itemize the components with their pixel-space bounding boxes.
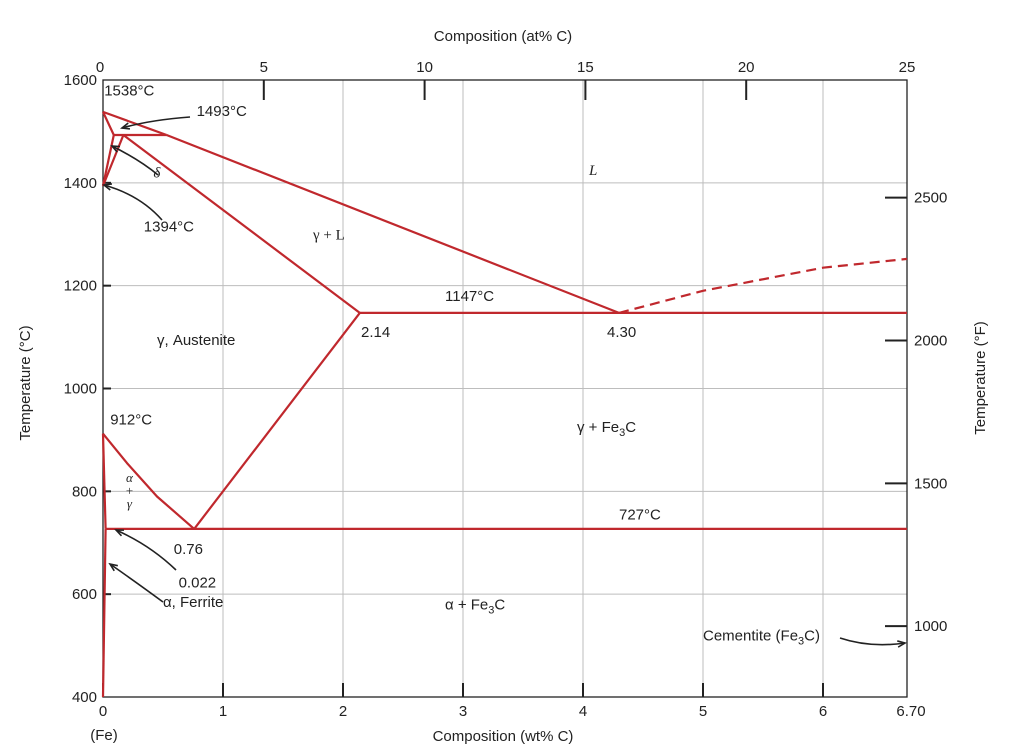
label-liquid: L: [588, 163, 597, 179]
label-t912: 912°C: [110, 411, 152, 428]
arrow-head: [108, 562, 118, 572]
x2-tick-label: 5: [260, 59, 268, 76]
label-austenite: γ, Austenite: [157, 332, 235, 349]
x-tick-label: 5: [699, 703, 707, 720]
label-c076: 0.76: [174, 541, 203, 558]
x2-tick-label: 20: [738, 59, 755, 76]
arrow-head: [102, 183, 113, 191]
leader-arrow: [103, 184, 163, 221]
arrow-head: [120, 122, 131, 130]
phase-line-liquidus-cementite: [618, 257, 908, 314]
phase-line-liquidus-delta: [102, 110, 167, 137]
phase-line-austenite-solidus: [122, 134, 361, 314]
y-tick-label: 1000: [64, 381, 97, 398]
label-t1394: 1394°C: [144, 219, 194, 236]
arrow-head: [897, 640, 908, 648]
label-cementite: Cementite (Fe3C): [703, 627, 820, 647]
label-t727: 727°C: [619, 507, 661, 524]
y-tick-label: 600: [72, 586, 97, 603]
gridlines: [103, 80, 907, 697]
label-ferrite: α, Ferrite: [163, 594, 223, 611]
x-tick-label: 2: [339, 703, 347, 720]
phase-line-gamma-delta-boundary: [101, 134, 125, 187]
label-afe3c: α + Fe3C: [445, 597, 505, 617]
x-tick-label: 6: [819, 703, 827, 720]
phase-line-acm-line: [193, 312, 361, 530]
leader-arrow: [839, 637, 906, 646]
x-tick-label: 0: [99, 703, 107, 720]
x-tick-label: 4: [579, 703, 587, 720]
x-tick-label: 1: [219, 703, 227, 720]
y-tick-label: 1600: [64, 72, 97, 89]
x-origin-note: (Fe): [90, 727, 118, 744]
label-gl: γ + L: [312, 227, 345, 243]
arrow-head: [110, 145, 121, 153]
y-tick-label: 800: [72, 483, 97, 500]
phase-line-alpha-gamma-boundary: [101, 433, 107, 529]
x-tick-label: 3: [459, 703, 467, 720]
x-tick-label: 6.70: [896, 703, 925, 720]
leader-arrow: [111, 145, 159, 176]
phase-line-delta-solvus: [101, 134, 115, 187]
y-tick-label: 1400: [64, 175, 97, 192]
phase-line-liquidus-austenite: [166, 133, 620, 314]
x2-tick-label: 25: [899, 59, 916, 76]
label-c0022: 0.022: [179, 574, 217, 591]
y-tick-label: 400: [72, 689, 97, 706]
label-t1493: 1493°C: [197, 103, 247, 120]
axis-ticks: 0 1 2 3 4 5 6 6.70 0 5 10 15 20 25 400 600 800 1000 1200 14…: [64, 59, 948, 720]
y2-tick-label: 1500: [914, 475, 947, 492]
leader-arrow: [115, 529, 177, 571]
label-delta: δ: [153, 166, 161, 182]
x2-tick-label: 10: [416, 59, 433, 76]
label-c214: 2.14: [361, 324, 390, 341]
y-tick-label: 1200: [64, 278, 97, 295]
annotation-arrows: [102, 116, 908, 648]
y2-axis-label: Temperature (°F): [972, 321, 989, 435]
phase-line-ferrite-solvus: [101, 528, 107, 698]
x2-axis-label: Composition (at% C): [434, 28, 572, 45]
label-t1147: 1147°C: [445, 288, 494, 305]
chart-labels: 1538°C 1493°C 1394°C 1147°C 2.14 4.30 912°C 727…: [104, 82, 820, 647]
phase-line-delta-solidus: [102, 111, 115, 136]
x2-tick-label: 15: [577, 59, 594, 76]
label-t1538: 1538°C: [104, 82, 154, 99]
leader-arrow: [109, 563, 164, 603]
y2-tick-label: 1000: [914, 618, 947, 635]
phase-line-a3-line: [102, 433, 195, 530]
arrow-head: [114, 529, 125, 537]
label-c430: 4.30: [607, 324, 636, 341]
x2-tick-label: 0: [96, 59, 104, 76]
x-axis-label: Composition (wt% C): [433, 728, 574, 745]
label-gfe3c: γ + Fe3C: [577, 419, 636, 439]
label-alpha-gamma: α + γ: [125, 470, 134, 511]
y2-tick-label: 2000: [914, 333, 947, 350]
phase-boundaries: [101, 110, 908, 698]
leader-arrow: [121, 116, 191, 129]
y-axis-label: Temperature (°C): [17, 325, 34, 440]
y2-tick-label: 2500: [914, 190, 947, 207]
